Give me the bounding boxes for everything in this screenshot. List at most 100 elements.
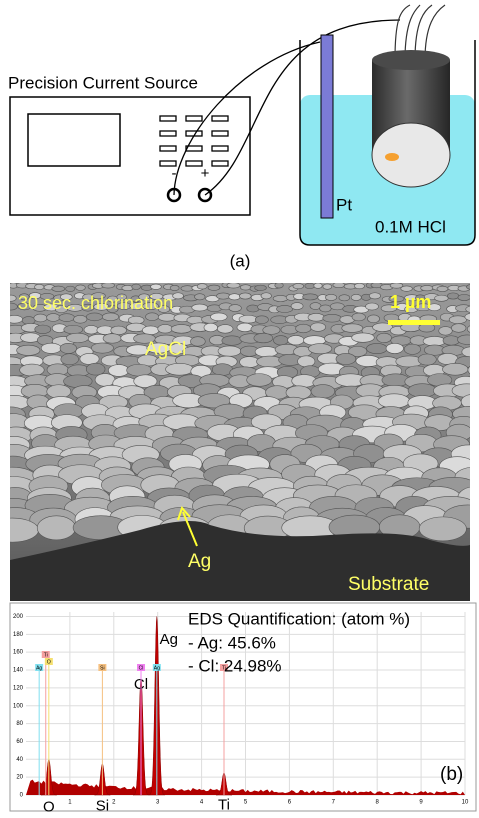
grain (305, 283, 315, 288)
grain (102, 313, 118, 321)
grain (66, 286, 75, 291)
grain (273, 336, 288, 345)
panel-label: (b) (440, 764, 463, 785)
grain (437, 286, 448, 291)
grain (132, 284, 141, 289)
electrode-face (372, 123, 450, 187)
grain (208, 285, 220, 290)
grain (127, 364, 152, 376)
grain (240, 285, 251, 290)
grain (66, 333, 88, 342)
grain (333, 282, 345, 287)
grain (86, 363, 105, 375)
grain (60, 343, 77, 353)
grain (20, 364, 45, 376)
pt-electrode (321, 35, 333, 218)
solution-label: 0.1M HCl (375, 217, 446, 236)
grain (474, 293, 479, 299)
grain (91, 343, 113, 353)
plus-label: + (201, 165, 210, 182)
marker-label: Ag (154, 665, 160, 671)
grain (211, 313, 228, 321)
grain (192, 304, 208, 311)
marker-label: Cl (139, 665, 144, 671)
grain (423, 336, 446, 345)
grain (170, 285, 179, 290)
grain (158, 324, 173, 333)
grain (146, 313, 159, 321)
grain (222, 336, 242, 345)
ag-label: Ag (188, 551, 211, 572)
grain (255, 347, 278, 357)
peak-label: Si (96, 798, 109, 813)
agcl-label: AgCl (145, 339, 186, 360)
grain (190, 337, 205, 346)
grain (378, 394, 410, 408)
y-tick-label: 160 (13, 650, 24, 656)
grain (408, 384, 437, 398)
y-tick-label: 200 (13, 614, 24, 620)
grain (311, 385, 335, 399)
sample-spot (385, 153, 399, 161)
electrode-top (372, 50, 450, 70)
eds-line: - Cl: 24.98% (188, 656, 282, 675)
grain (323, 314, 341, 322)
peak-label: O (43, 798, 55, 813)
grain (443, 336, 460, 345)
marker-label: O (47, 659, 51, 665)
grain (419, 517, 466, 541)
y-tick-label: 60 (16, 739, 23, 745)
grain (465, 313, 479, 321)
grain (35, 325, 51, 334)
sem-caption: 30 sec. chlorination (18, 293, 173, 313)
grain (352, 313, 365, 321)
grain (336, 353, 356, 364)
display (28, 114, 120, 166)
grain (103, 334, 121, 343)
marker-label: Ti (44, 652, 48, 658)
grain (195, 294, 206, 300)
grain (449, 316, 466, 324)
grain (212, 364, 232, 376)
grain (401, 286, 413, 291)
panel-label: (a) (230, 251, 251, 270)
grain (218, 346, 241, 356)
substrate-label: Substrate (348, 574, 429, 595)
grain (64, 325, 83, 334)
grain (447, 293, 458, 299)
grain (418, 354, 436, 365)
grain (296, 324, 311, 333)
grain (255, 285, 267, 290)
grain (308, 344, 332, 354)
grain (439, 327, 452, 336)
grain (6, 295, 17, 301)
grain (367, 315, 379, 323)
grain (325, 294, 336, 300)
grain (288, 335, 304, 344)
grain (216, 293, 230, 299)
grain (339, 295, 350, 301)
peak-label: Ag (160, 631, 178, 648)
grain (59, 314, 75, 322)
grain (452, 384, 479, 398)
figure: Precision Current Source - + Pt 0.1M HCl… (0, 0, 479, 813)
grain (354, 283, 364, 288)
y-tick-label: 100 (13, 703, 24, 709)
eds-title: EDS Quantification: (atom %) (188, 609, 410, 628)
grain (342, 324, 363, 333)
grain (86, 313, 102, 321)
grain (41, 343, 61, 353)
grain (404, 344, 421, 354)
grain (247, 305, 259, 312)
grain (84, 325, 98, 334)
grain (247, 374, 272, 387)
grain (457, 335, 476, 344)
grain (298, 356, 315, 367)
grain (366, 343, 387, 353)
grain (291, 303, 303, 310)
grain (61, 354, 79, 365)
grain (239, 315, 258, 323)
grain (197, 284, 207, 289)
grain (273, 295, 288, 301)
